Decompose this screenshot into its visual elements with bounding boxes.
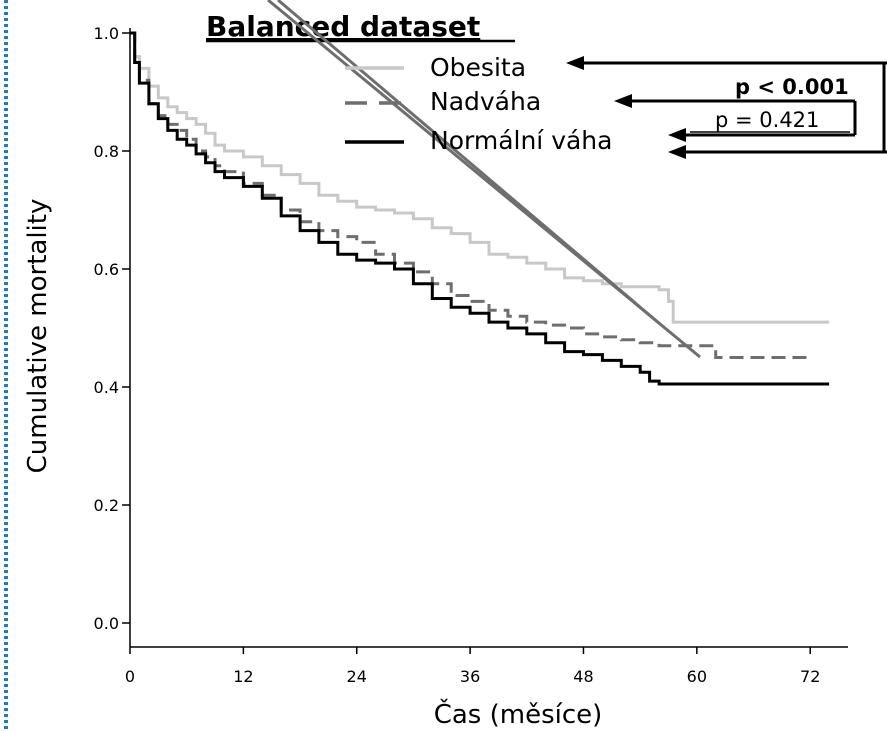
- x-axis-title: Čas (měsíce): [434, 698, 603, 730]
- y-tick-label: 0.6: [94, 260, 119, 279]
- axes: [129, 28, 848, 648]
- p-value-bold: p < 0.001: [735, 75, 849, 99]
- y-tick-label: 0.4: [94, 378, 119, 397]
- p-value-normal: p = 0.421: [715, 108, 819, 132]
- arrow-nadvaha-head: [614, 94, 632, 108]
- legend-label-nadvaha: Nadváha: [430, 87, 541, 116]
- series-line-1: [130, 31, 811, 359]
- x-tick-label: 60: [687, 667, 707, 686]
- x-tick-label: 72: [800, 667, 820, 686]
- y-ticks: 0.0 0.2 0.4 0.6 0.8 1.0: [94, 24, 130, 633]
- legend-label-obesita: Obesita: [430, 53, 526, 82]
- y-tick-label: 0.8: [94, 142, 119, 161]
- arrow-obesita-head: [566, 56, 584, 70]
- y-axis-title: Cumulative mortality: [23, 199, 53, 474]
- legend-label-normalni: Normální váha: [430, 126, 612, 155]
- x-tick-label: 12: [233, 667, 253, 686]
- chart-title: Balanced dataset: [206, 10, 480, 43]
- legend: Obesita Nadváha Normální váha: [345, 53, 612, 155]
- y-tick-label: 0.2: [94, 496, 119, 515]
- series-line-0: [130, 31, 830, 324]
- arrows: [566, 56, 887, 159]
- x-tick-label: 0: [125, 667, 135, 686]
- arrow-normalni-head-2: [668, 145, 686, 159]
- x-tick-label: 36: [460, 667, 480, 686]
- diagonal-line-2: [277, 0, 661, 326]
- x-ticks: 0 12 24 36 48 60 72: [125, 647, 820, 686]
- y-tick-label: 1.0: [94, 24, 119, 43]
- series-lines: [130, 31, 830, 386]
- x-tick-label: 48: [573, 667, 593, 686]
- y-tick-label: 0.0: [94, 614, 119, 633]
- x-tick-label: 24: [347, 667, 367, 686]
- arrow-normalni-head-1: [668, 128, 686, 142]
- series-line-2: [130, 31, 830, 386]
